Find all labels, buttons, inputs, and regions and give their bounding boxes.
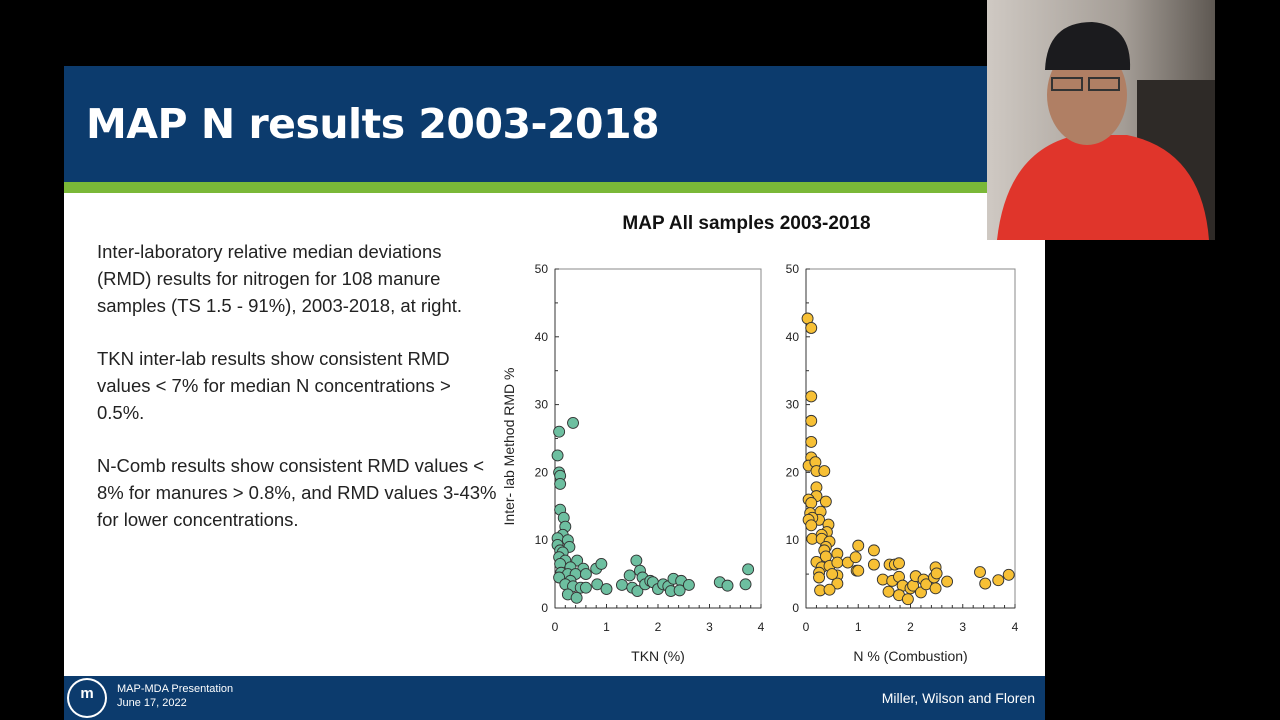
data-point	[551, 449, 564, 462]
data-point	[721, 579, 734, 592]
slide-header: MAP N results 2003-2018	[64, 66, 1045, 182]
accent-bar	[64, 182, 1045, 193]
data-point	[579, 581, 592, 594]
data-point	[805, 414, 818, 427]
data-point	[579, 568, 592, 581]
data-point	[623, 569, 636, 582]
x-tick-label: 0	[803, 620, 810, 634]
footer-presentation: MAP-MDA Presentation	[117, 683, 234, 695]
y-tick-label: 10	[786, 533, 800, 547]
y-tick-label: 50	[786, 262, 800, 276]
chart-title: MAP All samples 2003-2018	[622, 213, 871, 234]
y-tick-label: 30	[535, 398, 549, 412]
data-point	[992, 574, 1005, 587]
data-point	[1002, 568, 1015, 581]
paragraph: N-Comb results show consistent RMD value…	[97, 455, 497, 530]
data-point	[591, 578, 604, 591]
data-point	[673, 584, 686, 597]
x-tick-label: 0	[552, 620, 559, 634]
data-point	[867, 544, 880, 557]
slide-body: Inter-laboratory relative median deviati…	[97, 238, 497, 559]
plot-frame	[554, 268, 762, 609]
x-tick-label: 1	[855, 620, 862, 634]
data-point	[805, 390, 818, 403]
data-point	[554, 477, 567, 490]
slide-title: MAP N results 2003-2018	[86, 100, 660, 148]
footer-date: June 17, 2022	[117, 697, 187, 709]
data-point	[930, 567, 943, 580]
x-tick-label: 2	[907, 620, 914, 634]
y-tick-label: 20	[535, 465, 549, 479]
slide-footer: m MAP-MDA Presentation June 17, 2022 Mil…	[64, 676, 1045, 720]
data-point	[616, 578, 628, 591]
data-point	[826, 568, 839, 581]
y-tick-label: 40	[535, 330, 549, 344]
department-logo: m	[67, 678, 107, 718]
data-point	[867, 558, 880, 571]
paragraph: Inter-laboratory relative median deviati…	[97, 241, 463, 316]
y-axis-label: Inter- lab Method RMD %	[501, 368, 517, 526]
data-point	[567, 416, 579, 429]
x-axis-label: N % (Combustion)	[853, 648, 967, 664]
data-point	[882, 585, 895, 598]
data-point	[831, 556, 844, 569]
data-point	[979, 577, 992, 590]
presentation-slide: MAP N results 2003-2018 Inter-laboratory…	[64, 66, 1045, 720]
data-point	[553, 425, 566, 438]
data-point	[600, 583, 613, 595]
data-point	[819, 495, 832, 508]
data-point	[595, 557, 608, 570]
data-point	[929, 582, 942, 595]
webcam-video	[987, 0, 1215, 240]
data-point	[630, 554, 643, 567]
data-point	[631, 585, 644, 597]
data-point	[823, 583, 836, 596]
x-axis-label: TKN (%)	[631, 648, 685, 664]
y-tick-label: 10	[535, 533, 549, 547]
data-point	[831, 577, 844, 590]
data-point	[818, 465, 831, 477]
x-tick-label: 3	[706, 620, 713, 634]
data-point	[739, 578, 752, 591]
data-point	[805, 519, 818, 532]
data-point	[852, 564, 865, 577]
y-tick-label: 0	[792, 601, 799, 615]
data-point	[974, 566, 986, 579]
data-point	[805, 496, 818, 509]
data-point	[742, 563, 755, 576]
data-point	[805, 435, 818, 448]
y-tick-label: 20	[786, 465, 800, 479]
x-tick-label: 4	[758, 620, 765, 634]
data-point	[570, 591, 583, 604]
data-point	[901, 593, 914, 606]
data-point	[805, 322, 818, 334]
y-tick-label: 40	[786, 330, 800, 344]
data-point	[941, 575, 954, 588]
y-tick-label: 30	[786, 398, 800, 412]
data-point	[893, 557, 905, 570]
footer-authors: Miller, Wilson and Floren	[881, 690, 1035, 706]
x-tick-label: 2	[655, 620, 662, 634]
x-tick-label: 4	[1012, 620, 1019, 634]
data-point	[849, 551, 862, 564]
paragraph: TKN inter-lab results show consistent RM…	[97, 348, 451, 423]
data-point	[813, 571, 826, 584]
x-tick-label: 1	[603, 620, 610, 634]
x-tick-label: 3	[959, 620, 966, 634]
data-point	[682, 578, 695, 591]
y-tick-label: 0	[541, 601, 548, 615]
y-tick-label: 50	[535, 262, 549, 276]
data-point	[852, 539, 865, 552]
presenter-figure	[997, 22, 1215, 240]
